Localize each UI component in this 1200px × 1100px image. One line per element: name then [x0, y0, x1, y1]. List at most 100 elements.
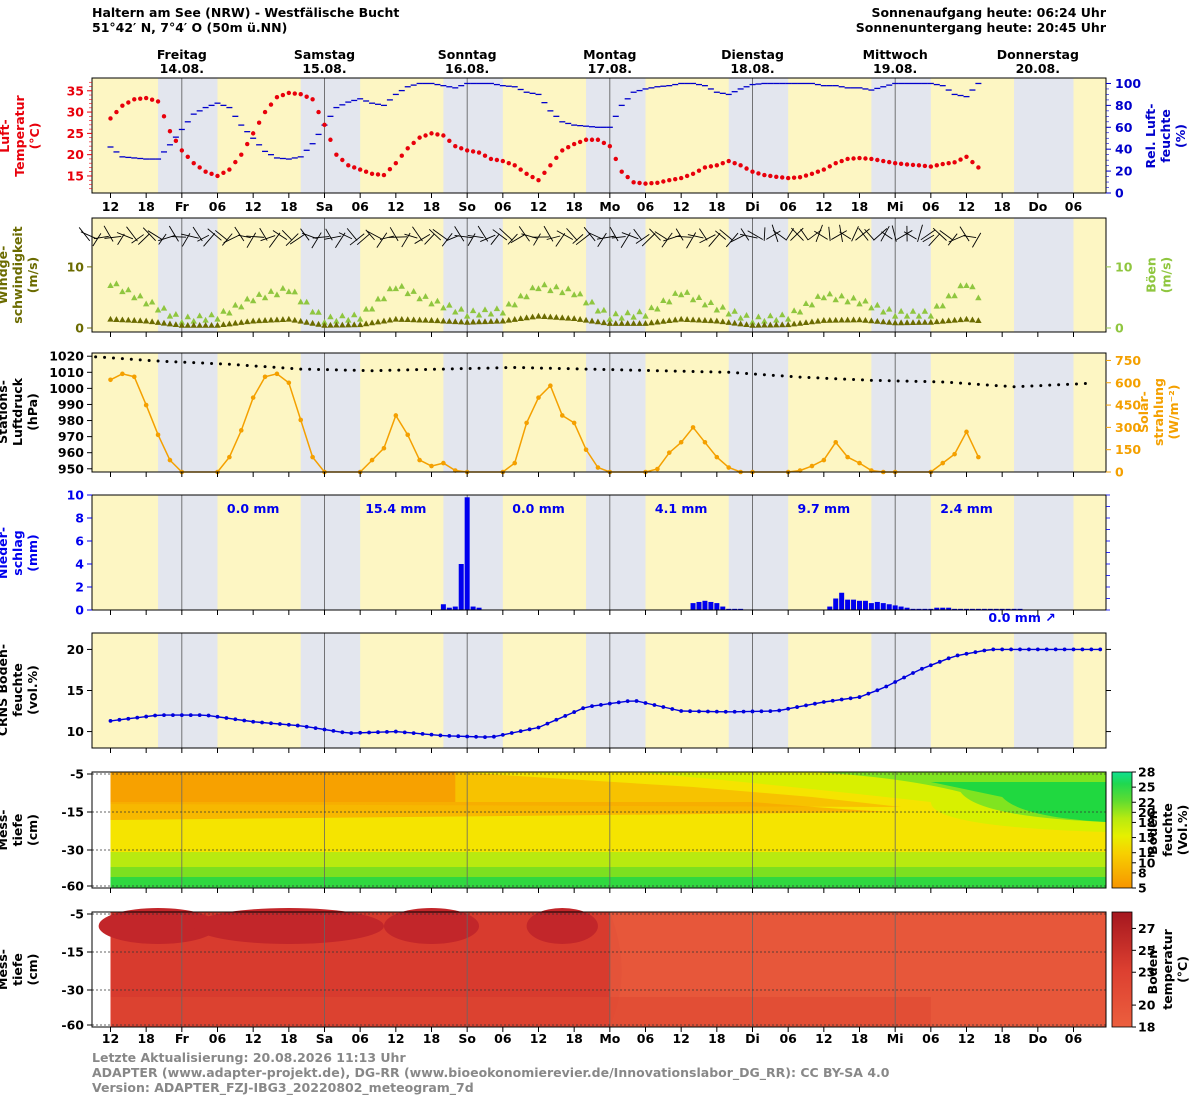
pressure-point	[539, 366, 543, 370]
pressure-point	[1021, 384, 1025, 388]
wind-direction-arrow	[597, 232, 607, 247]
temperature-point	[803, 173, 809, 178]
wind-direction-arrow	[766, 230, 781, 240]
wind-marker	[523, 314, 530, 321]
precipitation-bar	[958, 608, 964, 610]
moisture-band	[110, 772, 902, 807]
gust-marker	[469, 307, 477, 314]
crns-point	[928, 663, 933, 668]
y-tick-label-right: 60	[1115, 120, 1133, 135]
day-date-label: 20.08.	[1016, 61, 1060, 76]
gust-marker	[511, 301, 518, 308]
crns-point	[1071, 647, 1076, 652]
temperature-point	[738, 163, 743, 168]
x-tick-label: 12	[530, 1031, 547, 1046]
x-tick-label: 18	[137, 199, 154, 214]
wind-direction-arrow	[197, 234, 210, 242]
wind-direction-arrow	[928, 233, 941, 247]
gust-marker	[975, 294, 982, 301]
temperature-point	[203, 169, 208, 174]
y-tick-label: 0	[75, 603, 84, 618]
pressure-point	[397, 368, 401, 372]
temperature-point	[316, 109, 321, 115]
gust-marker	[244, 295, 251, 302]
temperature-point	[928, 164, 934, 169]
colorbar-tick-label: 15	[1138, 830, 1155, 845]
x-tick-label: 18	[565, 199, 582, 214]
x-tick-label: 12	[387, 1031, 404, 1046]
x-tick-label: Di	[745, 199, 760, 214]
wind-direction-arrow	[510, 234, 525, 244]
gust-marker	[481, 306, 489, 313]
crns-point	[554, 717, 559, 722]
gust-marker	[232, 301, 239, 308]
temperature-point	[851, 156, 856, 161]
wind-direction-arrow	[366, 230, 383, 240]
x-tick-label: 12	[102, 1031, 119, 1046]
wind-marker	[761, 321, 768, 328]
x-tick-label: 18	[565, 1031, 582, 1046]
temperature-point	[197, 165, 202, 170]
solar-point	[536, 395, 541, 400]
wind-direction-arrow	[246, 235, 265, 238]
temperature-point	[250, 131, 256, 136]
crns-point	[367, 730, 371, 735]
night-band	[1014, 78, 1074, 193]
wind-marker	[267, 316, 275, 323]
colorbar-tick-label: 18	[1138, 815, 1155, 830]
wind-marker	[630, 320, 637, 326]
solar-point	[548, 383, 553, 389]
temperature-point	[631, 180, 636, 185]
precipitation-bar	[880, 603, 886, 610]
x-tick-label: 18	[137, 1031, 154, 1046]
gust-marker	[297, 298, 304, 305]
pressure-point	[218, 362, 222, 366]
gust-marker	[576, 290, 584, 297]
night-band	[871, 218, 931, 332]
crns-point	[1062, 647, 1067, 652]
day-date-label: 18.08.	[730, 61, 774, 76]
x-tick-label: 18	[708, 1031, 725, 1046]
day-name-label: Donnerstag	[997, 47, 1079, 62]
x-tick-label: 18	[280, 199, 297, 214]
precipitation-bar	[1011, 608, 1017, 610]
wind-marker	[297, 317, 304, 324]
crns-point	[759, 709, 764, 714]
gust-marker	[404, 290, 411, 297]
y-tick-label-right: 0	[1115, 186, 1124, 201]
wind-marker	[713, 317, 721, 324]
temperature-point	[239, 152, 244, 157]
temperature-point	[869, 156, 874, 162]
pressure-point	[557, 366, 561, 370]
temperature-point	[720, 160, 725, 166]
wind-marker	[232, 319, 239, 326]
y-tick-label: 970	[58, 429, 84, 444]
wind-direction-arrow	[675, 228, 684, 241]
temperature-point	[667, 178, 672, 183]
wind-direction-arrow	[203, 232, 216, 247]
temperature-point	[643, 181, 648, 186]
solar-point	[120, 371, 125, 377]
temperature-point	[952, 160, 957, 165]
temperature-point	[114, 109, 119, 115]
temperature-point	[958, 157, 963, 162]
daily-precip-sum: 0.0 mm	[512, 501, 565, 516]
crns-point	[376, 730, 380, 735]
wind-direction-arrow	[376, 232, 388, 248]
gust-marker	[826, 290, 833, 297]
crns-point	[786, 706, 791, 711]
pressure-point	[816, 376, 820, 380]
wind-marker	[862, 316, 869, 323]
gust-marker	[636, 308, 643, 315]
wind-direction-arrow	[556, 230, 573, 240]
y-tick-label-right: 10	[1115, 259, 1133, 274]
crns-point	[830, 698, 835, 703]
wind-marker	[565, 314, 572, 321]
temperature-point	[833, 160, 838, 166]
pressure-point	[531, 366, 535, 370]
precipitation-bar	[851, 599, 857, 610]
gust-marker	[107, 282, 114, 289]
crns-point	[652, 703, 657, 707]
day-name-label: Mittwoch	[863, 47, 928, 62]
pressure-point	[1012, 385, 1016, 389]
